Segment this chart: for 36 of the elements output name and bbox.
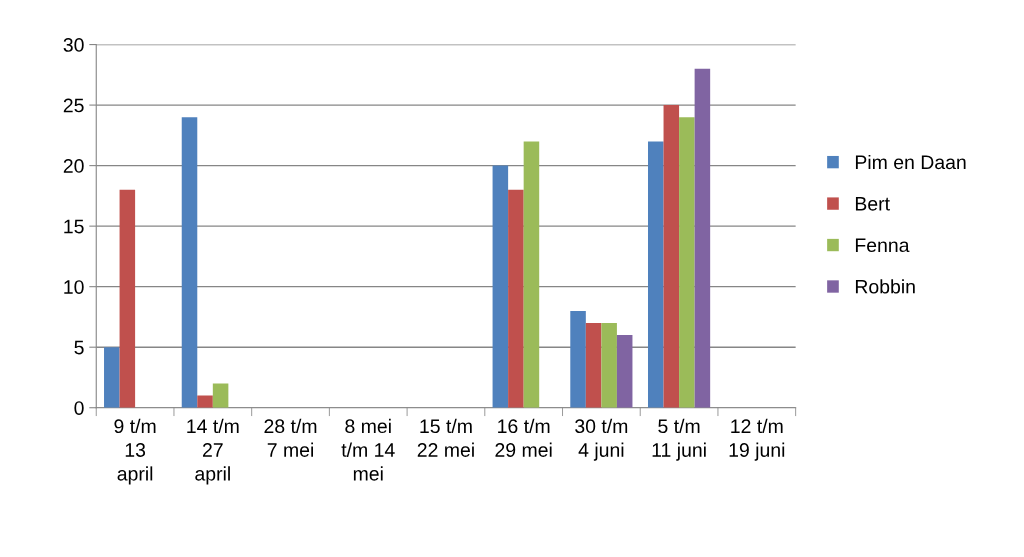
y-tick-label: 25: [63, 98, 84, 113]
y-tick-label: 10: [64, 280, 84, 294]
y-tick-label: 20: [63, 159, 84, 173]
y-tick-label: 0: [74, 401, 84, 415]
bar: [212, 383, 229, 408]
bar: [119, 189, 136, 408]
bar: [197, 395, 213, 408]
x-tick-label: 12 t/m 19 juni: [729, 418, 785, 461]
bar: [585, 322, 602, 408]
legend-label: Robbin: [855, 279, 915, 294]
legend-label: Bert: [855, 197, 890, 211]
x-tick-label: 30 t/m 4 juni: [575, 418, 628, 461]
x-tick-label: 5 t/m 11 juni: [652, 418, 706, 461]
x-tick-label: 14 t/m 27 april: [187, 418, 239, 485]
bar: [648, 141, 664, 408]
x-tick-label: 28 t/m 7 mei: [264, 418, 317, 457]
bar: [492, 165, 509, 408]
bar: [694, 68, 711, 408]
bar: [181, 117, 198, 408]
bar: [104, 347, 120, 408]
legend-label: Fenna: [855, 238, 910, 253]
legend-label: Pim en Daan: [855, 154, 966, 170]
bar: [601, 322, 617, 408]
y-tick-label: 15: [64, 219, 84, 234]
y-tick-label: 30: [63, 38, 84, 52]
bar: [508, 189, 524, 408]
x-tick-label: 8 mei t/m 14 mei: [341, 418, 395, 481]
bar: [663, 105, 680, 408]
x-tick-label: 15 t/m 22 mei: [417, 418, 474, 457]
bar: [616, 335, 633, 408]
x-tick-label: 16 t/m 29 mei: [495, 418, 552, 457]
bar: [679, 117, 695, 408]
bar: [523, 141, 540, 408]
x-tick-label: 9 t/m 13 april: [114, 418, 156, 485]
y-tick-label: 5: [74, 340, 84, 355]
bar: [570, 310, 586, 408]
